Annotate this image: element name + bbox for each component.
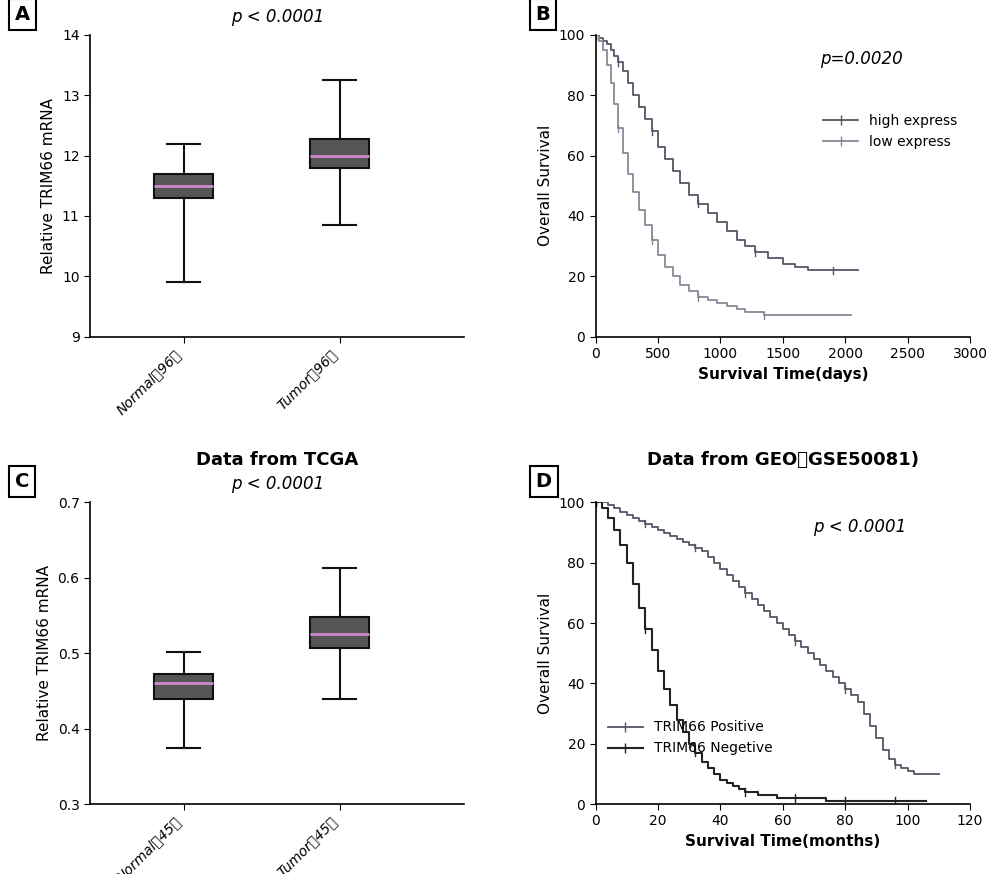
Text: C: C	[15, 472, 29, 491]
Y-axis label: Relative TRIM66 mRNA: Relative TRIM66 mRNA	[41, 98, 56, 274]
Text: B: B	[536, 4, 550, 24]
Y-axis label: Relative TRIM66 mRNA: Relative TRIM66 mRNA	[37, 565, 52, 741]
X-axis label: Survival Time(months): Survival Time(months)	[685, 834, 880, 849]
Y-axis label: Overall Survival: Overall Survival	[538, 593, 553, 714]
Bar	[310, 139, 369, 168]
Bar	[154, 174, 213, 198]
Text: p=0.0020: p=0.0020	[820, 50, 903, 68]
Text: p < 0.0001: p < 0.0001	[231, 475, 324, 494]
Text: p < 0.0001: p < 0.0001	[231, 8, 324, 26]
Text: D: D	[536, 472, 552, 491]
X-axis label: Survival Time(days): Survival Time(days)	[698, 366, 868, 382]
Bar	[310, 617, 369, 648]
Text: Data from TCGA: Data from TCGA	[196, 451, 358, 469]
Y-axis label: Overall Survival: Overall Survival	[538, 125, 553, 246]
Legend: TRIM66 Positive, TRIM66 Negetive: TRIM66 Positive, TRIM66 Negetive	[602, 715, 778, 761]
Bar	[154, 675, 213, 698]
Legend: high express, low express: high express, low express	[818, 108, 963, 155]
Text: p < 0.0001: p < 0.0001	[813, 517, 906, 536]
Text: Data from GEO（GSE50081): Data from GEO（GSE50081)	[647, 451, 919, 469]
Text: A: A	[15, 4, 30, 24]
